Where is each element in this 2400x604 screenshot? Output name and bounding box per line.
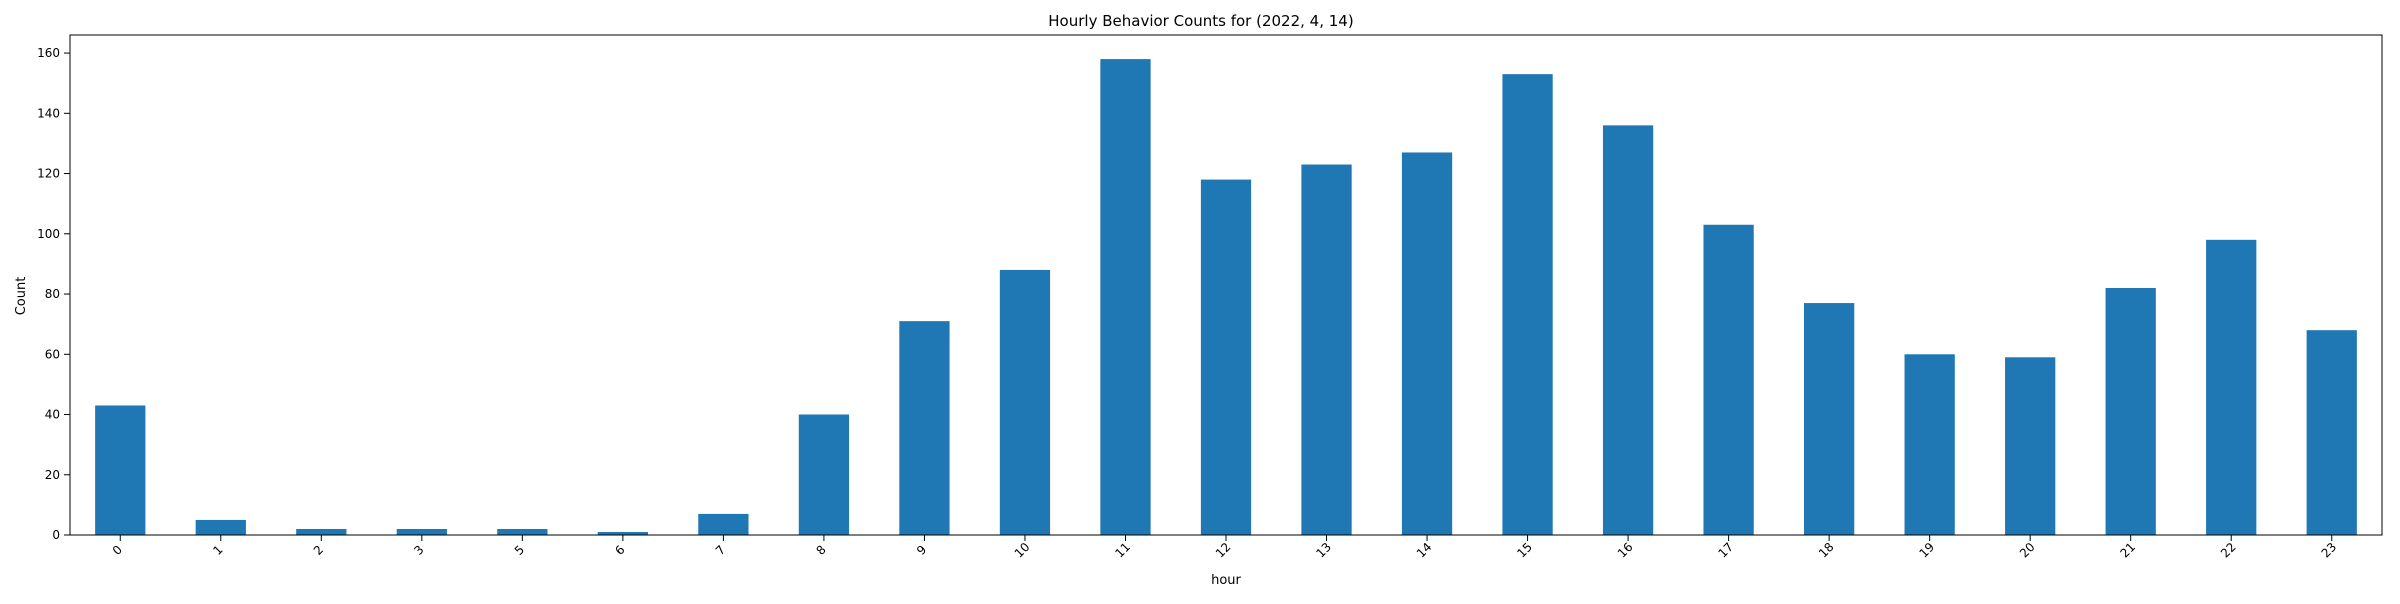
bar-hour-13 xyxy=(1301,164,1352,535)
x-tick-label: 0 xyxy=(110,543,125,558)
bar-hour-5 xyxy=(497,528,548,535)
bar-hour-17 xyxy=(1703,224,1754,535)
x-axis-ticks: 0 1 2 3 5 6 7 8 9 10 11 12 13 14 15 16 17 18 19 20 21 22 23 xyxy=(110,535,2339,561)
x-tick-label: 15 xyxy=(1514,540,1535,561)
x-tick-label: 18 xyxy=(1816,540,1837,561)
y-axis-label: Count xyxy=(14,277,29,316)
bar-hour-21 xyxy=(2105,288,2156,535)
y-tick-label: 40 xyxy=(45,408,60,422)
x-tick-label: 16 xyxy=(1615,540,1636,561)
x-tick-label: 14 xyxy=(1414,540,1435,561)
bar-hour-15 xyxy=(1502,74,1553,536)
x-tick-label: 6 xyxy=(612,543,627,558)
x-tick-label: 1 xyxy=(210,543,225,558)
x-tick-label: 3 xyxy=(411,543,426,558)
x-tick-label: 11 xyxy=(1112,540,1133,561)
y-tick-label: 140 xyxy=(37,106,60,120)
bar-hour-12 xyxy=(1200,179,1252,535)
y-tick-label: 120 xyxy=(37,167,60,181)
x-tick-label: 13 xyxy=(1313,540,1334,561)
bar-hour-8 xyxy=(798,414,850,535)
x-tick-label: 22 xyxy=(2218,540,2239,561)
bar-hour-1 xyxy=(195,519,246,535)
y-tick-label: 80 xyxy=(45,287,60,301)
x-tick-label: 10 xyxy=(1012,540,1033,561)
x-tick-label: 23 xyxy=(2319,540,2340,561)
bar-hour-2 xyxy=(296,528,347,535)
x-tick-label: 5 xyxy=(512,543,527,558)
x-tick-label: 21 xyxy=(2118,540,2139,561)
bar-hour-0 xyxy=(95,405,146,535)
chart-title: Hourly Behavior Counts for (2022, 4, 14) xyxy=(1048,12,1353,30)
bar-hour-18 xyxy=(1804,303,1855,535)
y-tick-label: 20 xyxy=(45,468,60,482)
x-tick-label: 7 xyxy=(713,543,728,558)
y-tick-label: 60 xyxy=(45,347,60,361)
x-tick-label: 9 xyxy=(914,543,929,558)
bar-hour-20 xyxy=(2005,357,2056,535)
bar-hour-16 xyxy=(1602,125,1654,535)
x-axis-label: hour xyxy=(1211,573,1241,588)
y-tick-label: 0 xyxy=(52,528,60,542)
bars-group xyxy=(95,59,2357,536)
bar-hour-22 xyxy=(2206,239,2257,535)
x-tick-label: 12 xyxy=(1213,540,1234,561)
x-tick-label: 8 xyxy=(813,543,828,558)
y-tick-label: 100 xyxy=(37,227,60,241)
x-tick-label: 20 xyxy=(2017,540,2038,561)
plot-frame xyxy=(69,34,2383,536)
x-tick-label: 2 xyxy=(311,543,326,558)
bar-hour-9 xyxy=(899,321,950,535)
y-tick-label: 160 xyxy=(37,46,60,60)
bar-hour-19 xyxy=(1904,354,1955,535)
bar-hour-7 xyxy=(698,513,749,535)
bar-hour-23 xyxy=(2306,330,2357,535)
bar-hour-3 xyxy=(396,528,447,535)
bar-hour-11 xyxy=(1100,59,1151,536)
x-tick-label: 17 xyxy=(1715,540,1736,561)
bar-hour-14 xyxy=(1401,152,1453,535)
bar-hour-6 xyxy=(597,531,648,535)
x-tick-label: 19 xyxy=(1916,540,1937,561)
bar-hour-10 xyxy=(999,269,1051,535)
y-axis-ticks: 0 20 40 60 80 100 120 140 160 xyxy=(37,46,70,542)
